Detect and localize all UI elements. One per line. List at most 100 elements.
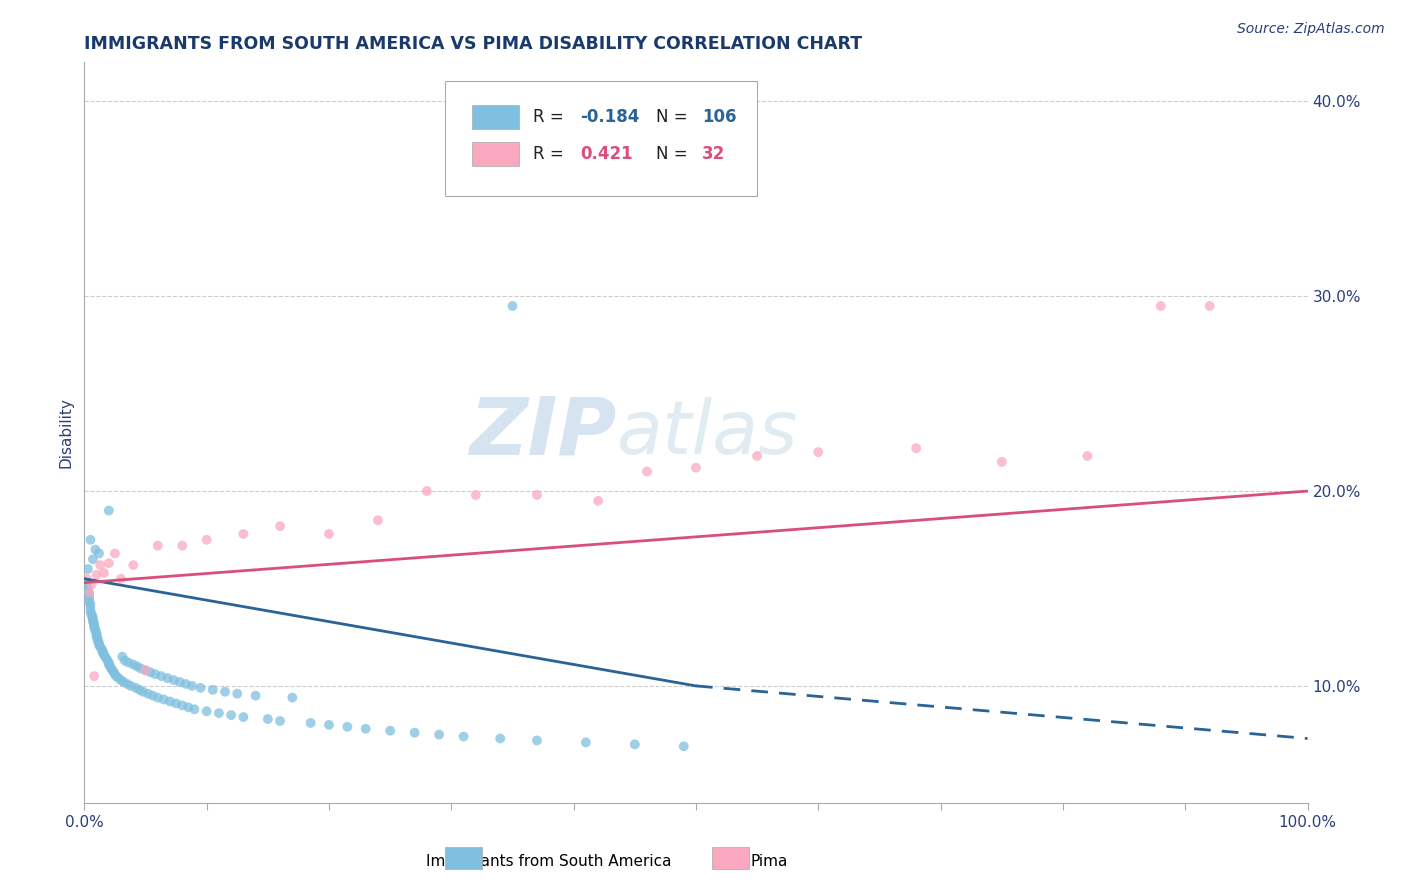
Point: [159, 694, 181, 708]
Point: [807, 445, 830, 459]
Point: [83, 618, 105, 632]
Point: [281, 690, 304, 705]
Text: R =: R =: [533, 145, 569, 163]
Point: [526, 733, 548, 747]
Point: [685, 460, 707, 475]
Point: [135, 663, 157, 677]
Point: [146, 539, 169, 553]
Point: [219, 708, 242, 723]
Point: [208, 706, 231, 721]
Point: [97, 556, 120, 570]
Point: [87, 546, 110, 560]
Point: [318, 527, 340, 541]
Text: Immigrants from South America: Immigrants from South America: [426, 855, 672, 870]
Point: [427, 728, 450, 742]
Point: [172, 698, 194, 713]
Point: [1076, 449, 1098, 463]
Text: atlas: atlas: [616, 397, 797, 468]
Point: [125, 681, 148, 695]
Point: [575, 735, 598, 749]
Point: [87, 634, 110, 648]
Point: [257, 712, 280, 726]
Point: [97, 503, 120, 517]
Point: [153, 692, 176, 706]
FancyBboxPatch shape: [472, 105, 519, 129]
Point: [105, 669, 128, 683]
Point: [163, 673, 186, 687]
Point: [214, 685, 236, 699]
Point: [103, 665, 125, 680]
Point: [226, 687, 249, 701]
Point: [245, 689, 267, 703]
FancyBboxPatch shape: [446, 847, 482, 870]
Point: [111, 649, 134, 664]
Point: [83, 616, 105, 631]
Point: [79, 605, 101, 619]
Point: [86, 626, 108, 640]
Point: [87, 636, 110, 650]
Point: [146, 690, 169, 705]
Point: [232, 527, 254, 541]
Point: [905, 441, 928, 455]
Point: [354, 722, 377, 736]
Point: [165, 697, 187, 711]
Point: [80, 577, 103, 591]
Text: 32: 32: [702, 145, 725, 163]
Point: [183, 702, 205, 716]
Point: [269, 519, 291, 533]
Point: [136, 687, 159, 701]
Point: [82, 610, 104, 624]
Point: [80, 608, 103, 623]
FancyBboxPatch shape: [711, 847, 748, 870]
Point: [125, 659, 148, 673]
Text: N =: N =: [655, 145, 693, 163]
Point: [87, 638, 110, 652]
Point: [190, 681, 212, 695]
Point: [132, 685, 155, 699]
Point: [87, 632, 110, 647]
Point: [586, 493, 609, 508]
Point: [156, 671, 179, 685]
Point: [991, 455, 1014, 469]
Point: [86, 567, 108, 582]
Point: [318, 718, 340, 732]
Point: [404, 725, 426, 739]
Point: [84, 624, 107, 639]
Point: [672, 739, 695, 754]
Point: [86, 630, 108, 644]
Point: [135, 663, 157, 677]
Text: N =: N =: [655, 108, 693, 127]
Point: [380, 723, 402, 738]
Point: [122, 558, 145, 573]
Point: [84, 623, 107, 637]
Point: [453, 730, 475, 744]
Point: [83, 669, 105, 683]
Point: [82, 552, 104, 566]
Point: [747, 449, 769, 463]
Point: [93, 566, 115, 580]
FancyBboxPatch shape: [472, 143, 519, 166]
Text: 0.421: 0.421: [579, 145, 633, 163]
Point: [82, 613, 104, 627]
Point: [110, 572, 132, 586]
Point: [636, 465, 658, 479]
Point: [336, 720, 359, 734]
Point: [115, 677, 138, 691]
Point: [91, 646, 114, 660]
Point: [143, 667, 166, 681]
Point: [79, 597, 101, 611]
Point: [195, 704, 218, 718]
Point: [174, 677, 197, 691]
Point: [93, 648, 115, 662]
Point: [1150, 299, 1173, 313]
Point: [181, 679, 204, 693]
Point: [77, 562, 100, 576]
Point: [114, 654, 136, 668]
Point: [97, 656, 120, 670]
Point: [104, 667, 127, 681]
Text: Pima: Pima: [751, 855, 787, 870]
Point: [142, 689, 165, 703]
Point: [96, 651, 118, 665]
Point: [489, 731, 512, 746]
Text: ZIP: ZIP: [470, 393, 616, 472]
